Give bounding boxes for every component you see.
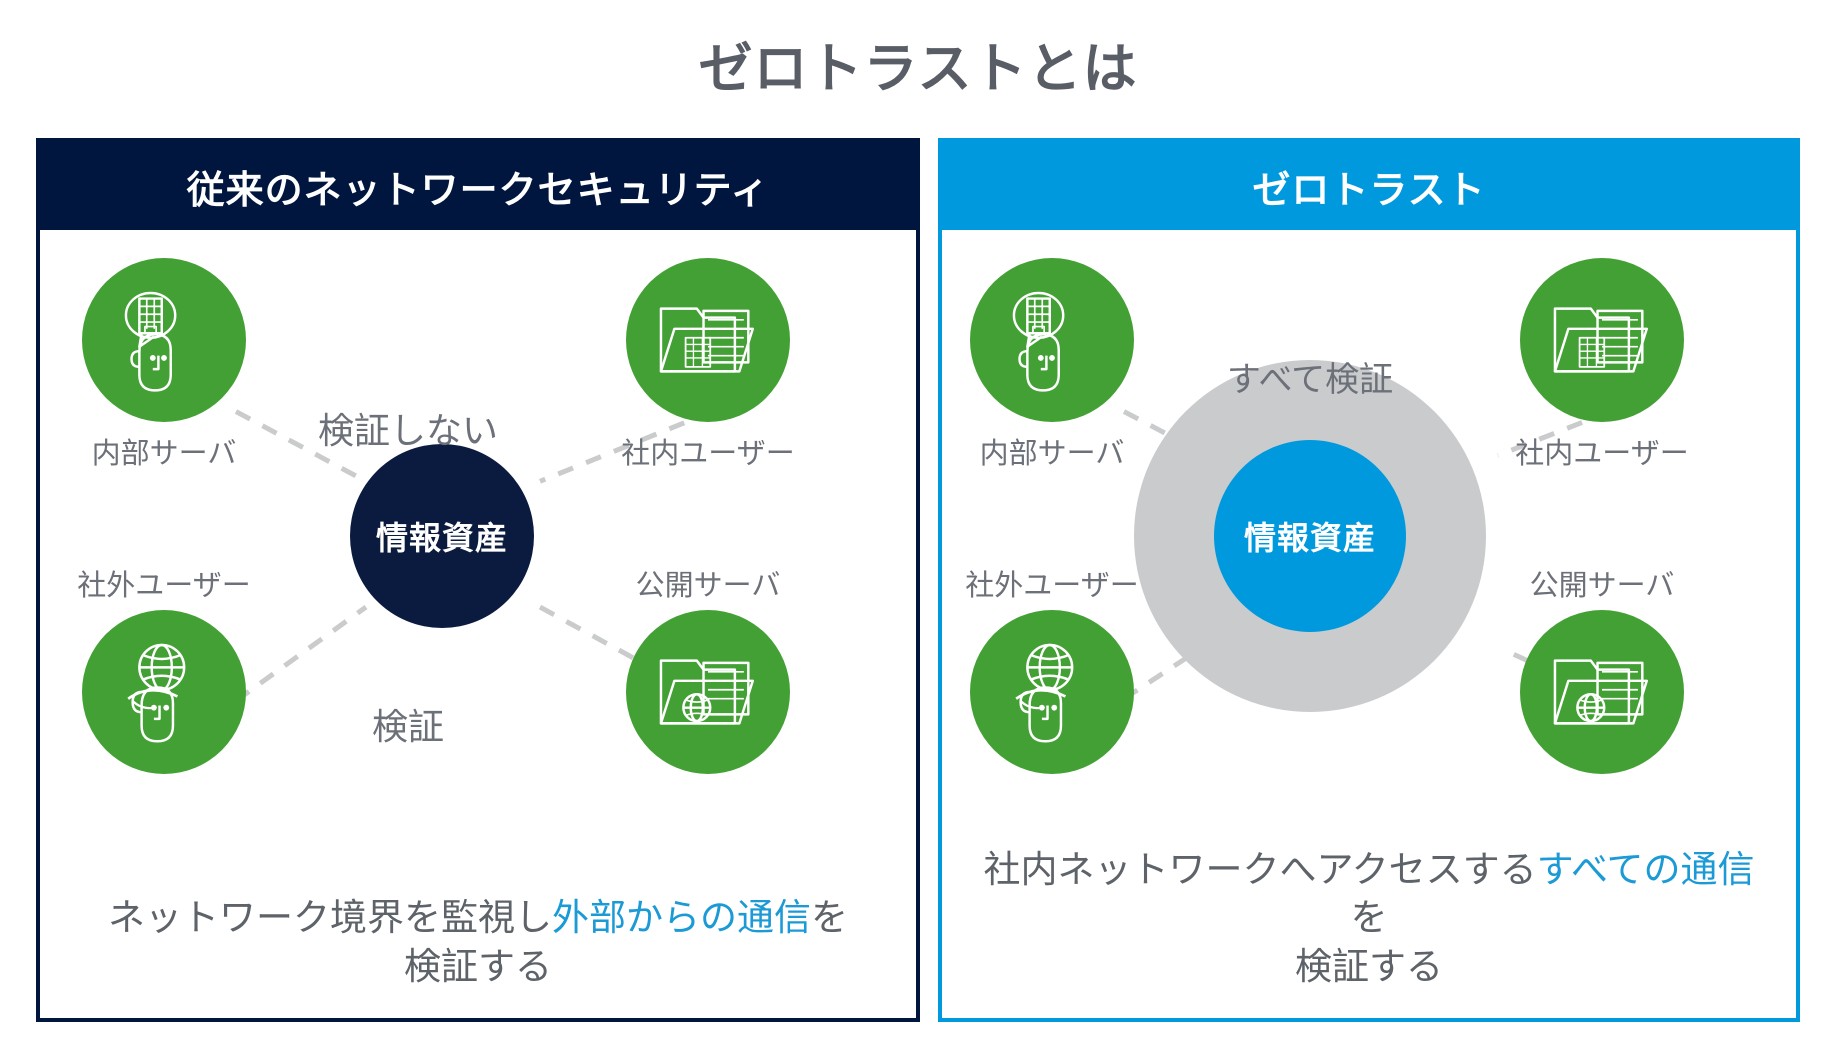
node-disc bbox=[1520, 258, 1684, 422]
caption-highlight: すべての通信 bbox=[1536, 848, 1755, 890]
panel-right-body: すべて検証 情報資産 bbox=[942, 230, 1796, 1018]
node-internal-server-left[interactable]: 内部サーバ bbox=[82, 258, 246, 470]
user-building-thought-icon bbox=[1012, 291, 1065, 392]
user-building-thought-icon bbox=[124, 291, 177, 392]
node-disc bbox=[626, 610, 790, 774]
caption-left: ネットワーク境界を監視し外部からの通信を 検証する bbox=[64, 894, 892, 992]
node-label: 社外ユーザー bbox=[965, 570, 1139, 602]
node-disc bbox=[82, 258, 246, 422]
node-label: 内部サーバ bbox=[979, 438, 1125, 470]
node-internal-server-right[interactable]: 内部サーバ bbox=[970, 258, 1134, 470]
node-disc bbox=[970, 610, 1134, 774]
panel-traditional-security: 従来のネットワークセキュリティ 情報資産 検証しない 検証 bbox=[36, 138, 920, 1022]
node-public-server-right[interactable]: 公開サーバ bbox=[1520, 570, 1684, 774]
folder-globe-icon bbox=[659, 659, 755, 725]
caption-line2: 検証する bbox=[404, 946, 552, 988]
node-disc bbox=[1520, 610, 1684, 774]
panel-left-body: 情報資産 検証しない 検証 bbox=[40, 230, 916, 1018]
core-asset-label-left: 情報資産 bbox=[375, 520, 508, 556]
panel-right-header: ゼロトラスト bbox=[942, 142, 1796, 230]
node-external-user-right[interactable]: 社外ユーザー bbox=[965, 570, 1139, 774]
annotation-verify-all: すべて検証 bbox=[1226, 361, 1394, 399]
node-label: 社内ユーザー bbox=[1515, 438, 1689, 470]
core-asset-circle-right: 情報資産 bbox=[1214, 440, 1406, 632]
user-globe-hat-icon bbox=[127, 643, 186, 743]
panel-zero-trust: ゼロトラスト すべて検証 情報資産 bbox=[938, 138, 1800, 1022]
folder-server-icon bbox=[1553, 307, 1649, 373]
caption-post: を bbox=[811, 897, 848, 939]
folder-server-icon bbox=[659, 307, 755, 373]
node-label: 公開サーバ bbox=[1529, 570, 1675, 602]
node-external-user-left[interactable]: 社外ユーザー bbox=[77, 570, 251, 774]
folder-globe-icon bbox=[1553, 659, 1649, 725]
annotation-verify: 検証 bbox=[371, 706, 444, 747]
panel-left-header: 従来のネットワークセキュリティ bbox=[40, 142, 916, 230]
annotation-no-verify: 検証しない bbox=[317, 410, 498, 451]
caption-pre: 社内ネットワークへアクセスする bbox=[983, 848, 1537, 890]
page-title: ゼロトラストとは bbox=[698, 39, 1138, 99]
core-asset-label-right: 情報資産 bbox=[1243, 520, 1376, 556]
node-label: 内部サーバ bbox=[91, 438, 237, 470]
node-internal-user-left[interactable]: 社内ユーザー bbox=[621, 258, 795, 470]
node-label: 公開サーバ bbox=[635, 570, 781, 602]
node-disc bbox=[970, 258, 1134, 422]
node-disc bbox=[626, 258, 790, 422]
caption-post: を bbox=[1350, 897, 1388, 939]
node-label: 社外ユーザー bbox=[77, 570, 251, 602]
node-label: 社内ユーザー bbox=[621, 438, 795, 470]
user-globe-hat-icon bbox=[1015, 643, 1074, 743]
core-asset-circle-left: 情報資産 bbox=[350, 444, 534, 628]
node-internal-user-right[interactable]: 社内ユーザー bbox=[1515, 258, 1689, 470]
caption-right: 社内ネットワークへアクセスするすべての通信を 検証する bbox=[966, 846, 1772, 992]
node-disc bbox=[82, 610, 246, 774]
caption-highlight: 外部からの通信 bbox=[552, 897, 811, 939]
caption-pre: ネットワーク境界を監視し bbox=[108, 897, 552, 939]
caption-line2: 検証する bbox=[1295, 946, 1443, 988]
node-public-server-left[interactable]: 公開サーバ bbox=[626, 570, 790, 774]
